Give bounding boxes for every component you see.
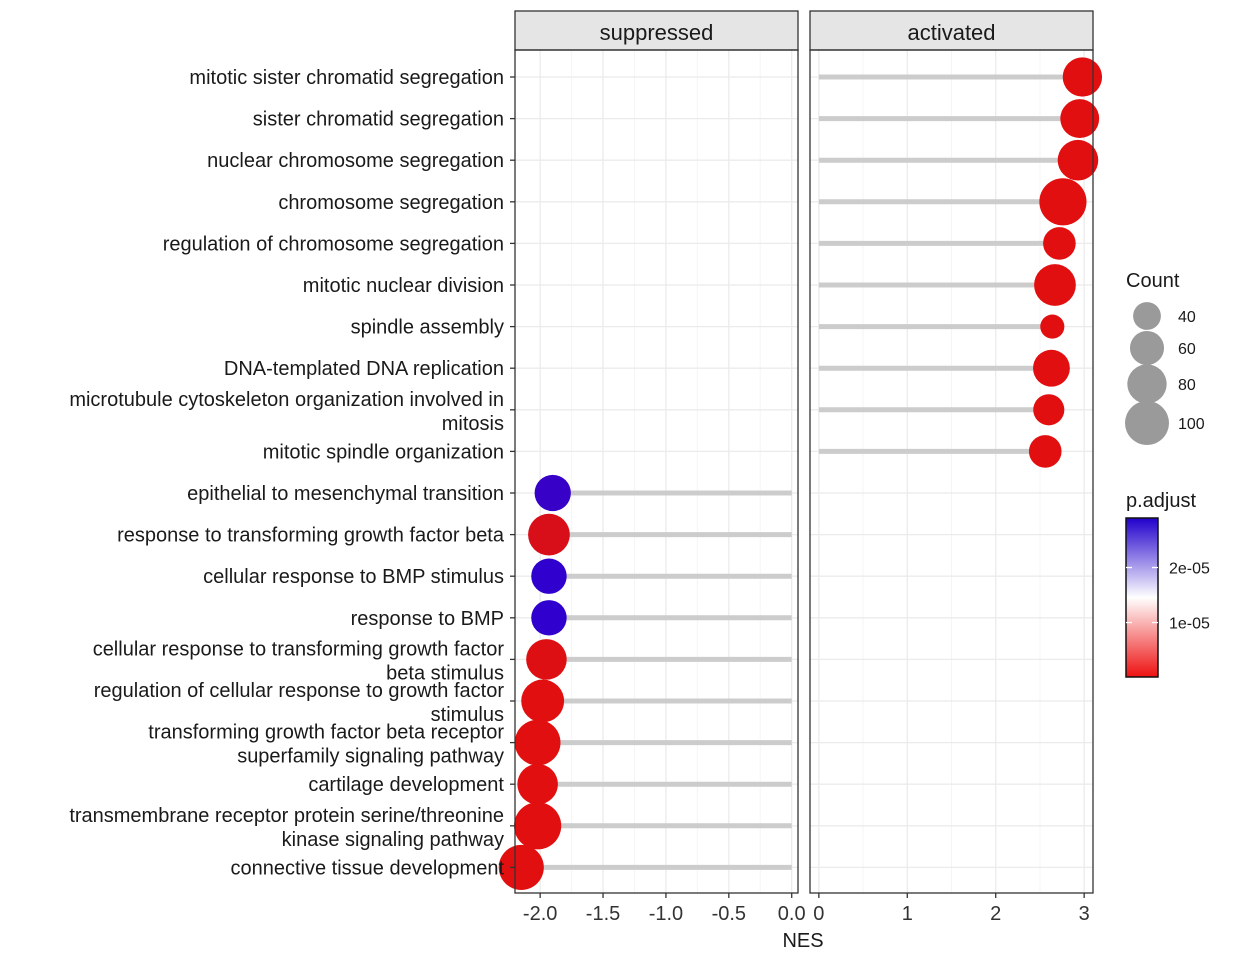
category-label: sister chromatid segregation (253, 109, 504, 131)
data-point (514, 719, 561, 766)
category-label-line: microtubule cytoskeleton organization in… (69, 389, 504, 411)
category-label: response to BMP (351, 608, 504, 630)
data-point (526, 639, 567, 680)
category-labels-layer: mitotic sister chromatid segregation sist… (69, 67, 505, 879)
data-point (528, 513, 570, 556)
category-label-line: mitosis (442, 413, 504, 435)
category-label-line: cellular response to transforming growth… (93, 638, 505, 660)
legend-layer: Count 40 60 80 100 p.adjust 2e-05 1e-05 (1125, 270, 1210, 678)
x-axis-title: NES (782, 930, 823, 952)
category-label: chromosome segregation (278, 192, 504, 214)
category-label: mitotic sister chromatid segregation (189, 67, 504, 89)
facet-strip-activated (809, 10, 1094, 51)
x-tick-label: -0.5 (712, 903, 746, 925)
category-label: mitotic nuclear division (303, 275, 504, 297)
x-tick-label: -1.5 (586, 903, 620, 925)
data-point (517, 763, 558, 805)
facet-strip-suppressed (514, 10, 799, 51)
data-point (1060, 99, 1100, 139)
category-label-line: stimulus (431, 704, 504, 726)
category-label: spindle assembly (351, 317, 504, 339)
category-label: DNA-templated DNA replication (224, 358, 504, 380)
color-legend-title: p.adjust (1126, 490, 1196, 512)
color-legend-bar (1125, 517, 1159, 678)
category-label: connective tissue development (231, 857, 505, 879)
color-legend-label: 1e-05 (1169, 616, 1210, 633)
data-point (1028, 435, 1062, 468)
grid-layer (515, 50, 1093, 893)
size-legend-dot (1129, 330, 1165, 366)
category-label: cellular response to BMP stimulus (203, 566, 504, 588)
category-label: regulation of cellular response to growt… (94, 680, 505, 726)
category-label: nuclear chromosome segregation (207, 150, 504, 172)
data-point (1057, 139, 1099, 181)
data-point (531, 600, 567, 636)
category-label: cellular response to transforming growth… (93, 638, 505, 684)
color-legend-label: 2e-05 (1169, 561, 1210, 578)
size-legend-label: 40 (1178, 309, 1196, 326)
data-point (1034, 264, 1076, 306)
data-point (498, 844, 544, 890)
category-label: microtubule cytoskeleton organization in… (69, 389, 504, 435)
category-label-line: kinase signaling pathway (282, 829, 504, 851)
facet-label-activated: activated (907, 20, 995, 45)
category-label-line: transforming growth factor beta receptor (148, 722, 504, 744)
points-layer (498, 57, 1103, 890)
x-tick-label: 0.0 (778, 903, 806, 925)
panel-background (515, 50, 798, 893)
data-point (1033, 394, 1065, 426)
x-tick-label: 2 (990, 903, 1001, 925)
panel-frames-layer: suppressed activated (514, 10, 1094, 894)
data-point (1040, 314, 1065, 339)
panel-border (514, 49, 799, 894)
panel-border (809, 49, 1094, 894)
x-tick-label: -1.0 (649, 903, 683, 925)
data-point (521, 679, 565, 723)
x-tick-label: 3 (1079, 903, 1090, 925)
x-axes-layer: -2.0 -1.5 -1.0 -0.5 0.0 0 1 2 3 (510, 76, 1090, 925)
category-label: epithelial to mesenchymal transition (187, 483, 504, 505)
category-label-line: regulation of cellular response to growt… (94, 680, 505, 702)
data-point (534, 474, 571, 512)
size-legend-dot (1127, 364, 1167, 404)
data-point (531, 558, 567, 594)
size-legend-label: 100 (1178, 416, 1205, 433)
category-label-line: beta stimulus (386, 662, 504, 684)
segments-layer (521, 74, 1083, 870)
x-tick-label: 1 (902, 903, 913, 925)
data-point (1043, 227, 1076, 260)
data-point (514, 802, 562, 850)
x-tick-label: -2.0 (523, 903, 557, 925)
size-legend-label: 60 (1178, 341, 1196, 358)
category-label-line: transmembrane receptor protein serine/th… (69, 805, 504, 827)
category-label: regulation of chromosome segregation (163, 233, 504, 255)
x-tick-label: 0 (813, 903, 824, 925)
category-label: transforming growth factor beta receptor… (148, 722, 504, 768)
data-point (1033, 349, 1070, 387)
data-point (1039, 178, 1087, 226)
category-label: response to transforming growth factor b… (117, 525, 505, 547)
facet-label-suppressed: suppressed (600, 20, 714, 45)
category-label: mitotic spindle organization (263, 441, 504, 463)
size-legend-label: 80 (1178, 377, 1196, 394)
data-point (1062, 57, 1103, 97)
category-label-line: superfamily signaling pathway (237, 746, 504, 768)
size-legend-dot (1133, 302, 1161, 330)
category-label: transmembrane receptor protein serine/th… (69, 805, 504, 851)
size-legend-dot (1125, 401, 1169, 445)
category-label: cartilage development (308, 774, 504, 796)
size-legend-title: Count (1126, 270, 1180, 292)
